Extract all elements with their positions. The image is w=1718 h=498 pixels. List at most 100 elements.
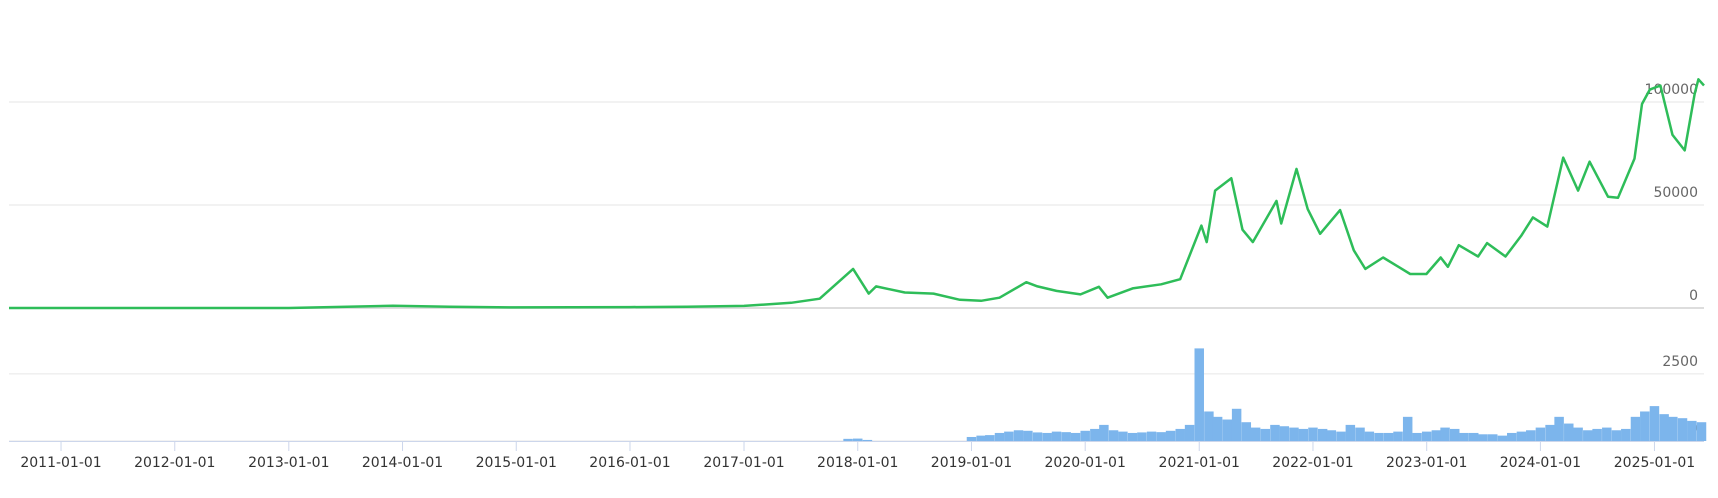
volume-bar (1042, 432, 1052, 441)
volume-bar (1488, 434, 1498, 441)
volume-bar (1431, 430, 1442, 441)
volume-bar (1051, 431, 1062, 441)
x-tick-label: 2014-01-01 (362, 455, 443, 471)
volume-bar (1564, 423, 1574, 441)
volume-bar (1099, 424, 1109, 441)
x-tick-label: 2018-01-01 (817, 455, 898, 471)
volume-bar (1383, 432, 1394, 441)
x-tick-label: 2016-01-01 (589, 455, 670, 471)
volume-bar (1118, 431, 1128, 441)
volume-bar (1421, 431, 1432, 441)
x-tick-label: 2012-01-01 (134, 455, 215, 471)
volume-bar (1440, 427, 1450, 441)
volume-bar (1611, 430, 1622, 441)
x-tick-label: 2024-01-01 (1500, 455, 1581, 471)
x-tick-label: 2013-01-01 (248, 455, 329, 471)
volume-bar (1194, 348, 1204, 441)
volume-bar (1468, 432, 1479, 441)
volume-bar (1449, 428, 1460, 441)
volume-bar (1554, 416, 1564, 441)
volume-bar (1127, 432, 1138, 441)
x-tick-label: 2023-01-01 (1386, 455, 1467, 471)
y-tick-label: 100000 (1645, 82, 1698, 98)
volume-bar (1260, 428, 1271, 441)
volume-bar (1326, 430, 1337, 441)
volume-bar (1649, 406, 1660, 441)
volume-bar (1507, 432, 1517, 441)
volume-bar (862, 439, 873, 441)
volume-bar (1270, 424, 1280, 441)
volume-bar (1004, 431, 1014, 441)
volume-bar (1146, 431, 1157, 441)
volume-bar (1640, 411, 1650, 441)
volume-bar (1535, 427, 1546, 441)
volume-bar (1355, 427, 1365, 441)
volume-bar (1250, 427, 1261, 441)
volume-bar (1393, 431, 1403, 441)
volume-bar (1621, 428, 1631, 441)
y-tick-label: 2500 (1662, 354, 1698, 370)
y-tick-label: 50000 (1653, 185, 1698, 201)
volume-bar (966, 436, 977, 441)
volume-bar (1184, 424, 1195, 441)
volume-bar (1108, 430, 1119, 441)
volume-bar (1175, 428, 1185, 441)
volume-bar (1013, 430, 1024, 441)
volume-bar (1289, 427, 1299, 441)
volume-bar (853, 438, 863, 441)
volume-bar (976, 435, 986, 441)
volume-bar (1165, 430, 1176, 441)
y-tick-label: 0 (1689, 288, 1698, 304)
price-line (9, 78, 1705, 310)
volume-bar (1156, 432, 1166, 441)
volume-bar (1630, 416, 1641, 441)
volume-bar (1212, 416, 1223, 441)
x-tick-label: 2021-01-01 (1159, 455, 1240, 471)
volume-bar (1298, 428, 1309, 441)
volume-bar (1137, 432, 1147, 441)
volume-bar (1080, 430, 1090, 441)
volume-bar (1659, 414, 1669, 441)
x-tick-label: 2019-01-01 (931, 455, 1012, 471)
volume-bar (1497, 435, 1508, 441)
x-tick-label: 2025-01-01 (1614, 455, 1695, 471)
volume-bar (1592, 428, 1602, 441)
volume-bar (1023, 430, 1033, 441)
volume-bar (1308, 427, 1318, 441)
volume-bar (994, 432, 1005, 441)
volume-bar (1364, 431, 1375, 441)
volume-bar (1516, 431, 1527, 441)
volume-bar (1412, 432, 1422, 441)
volume-bar (1061, 432, 1071, 441)
volume-bar (1478, 434, 1488, 441)
volume-bar (1279, 426, 1290, 441)
volume-bar (1545, 424, 1555, 441)
volume-bar (1231, 408, 1242, 441)
volume-bar (1317, 428, 1328, 441)
volume-bar (1402, 416, 1413, 441)
volume-bar (1070, 432, 1081, 441)
x-tick-label: 2022-01-01 (1272, 455, 1353, 471)
volume-bar (1583, 430, 1593, 441)
volume-bar (1241, 422, 1252, 441)
volume-bar (1459, 432, 1469, 441)
x-tick-label: 2011-01-01 (20, 455, 101, 471)
volume-bar (1677, 418, 1688, 441)
x-tick-label: 2020-01-01 (1045, 455, 1126, 471)
volume-bar (1336, 431, 1346, 441)
volume-bar (1204, 411, 1214, 441)
x-tick-label: 2017-01-01 (703, 455, 784, 471)
x-tick-label: 2015-01-01 (476, 455, 557, 471)
volume-bar (1602, 427, 1612, 441)
volume-bar (1374, 432, 1384, 441)
volume-bar (1696, 422, 1707, 441)
volume-bar (843, 438, 853, 441)
volume-bar (1032, 432, 1043, 441)
volume-bar (1687, 420, 1697, 441)
volume-bar (1573, 427, 1583, 441)
volume-bar (1345, 424, 1356, 441)
volume-bar (985, 435, 995, 441)
volume-bar (1090, 428, 1100, 441)
volume-bar (1222, 419, 1233, 441)
